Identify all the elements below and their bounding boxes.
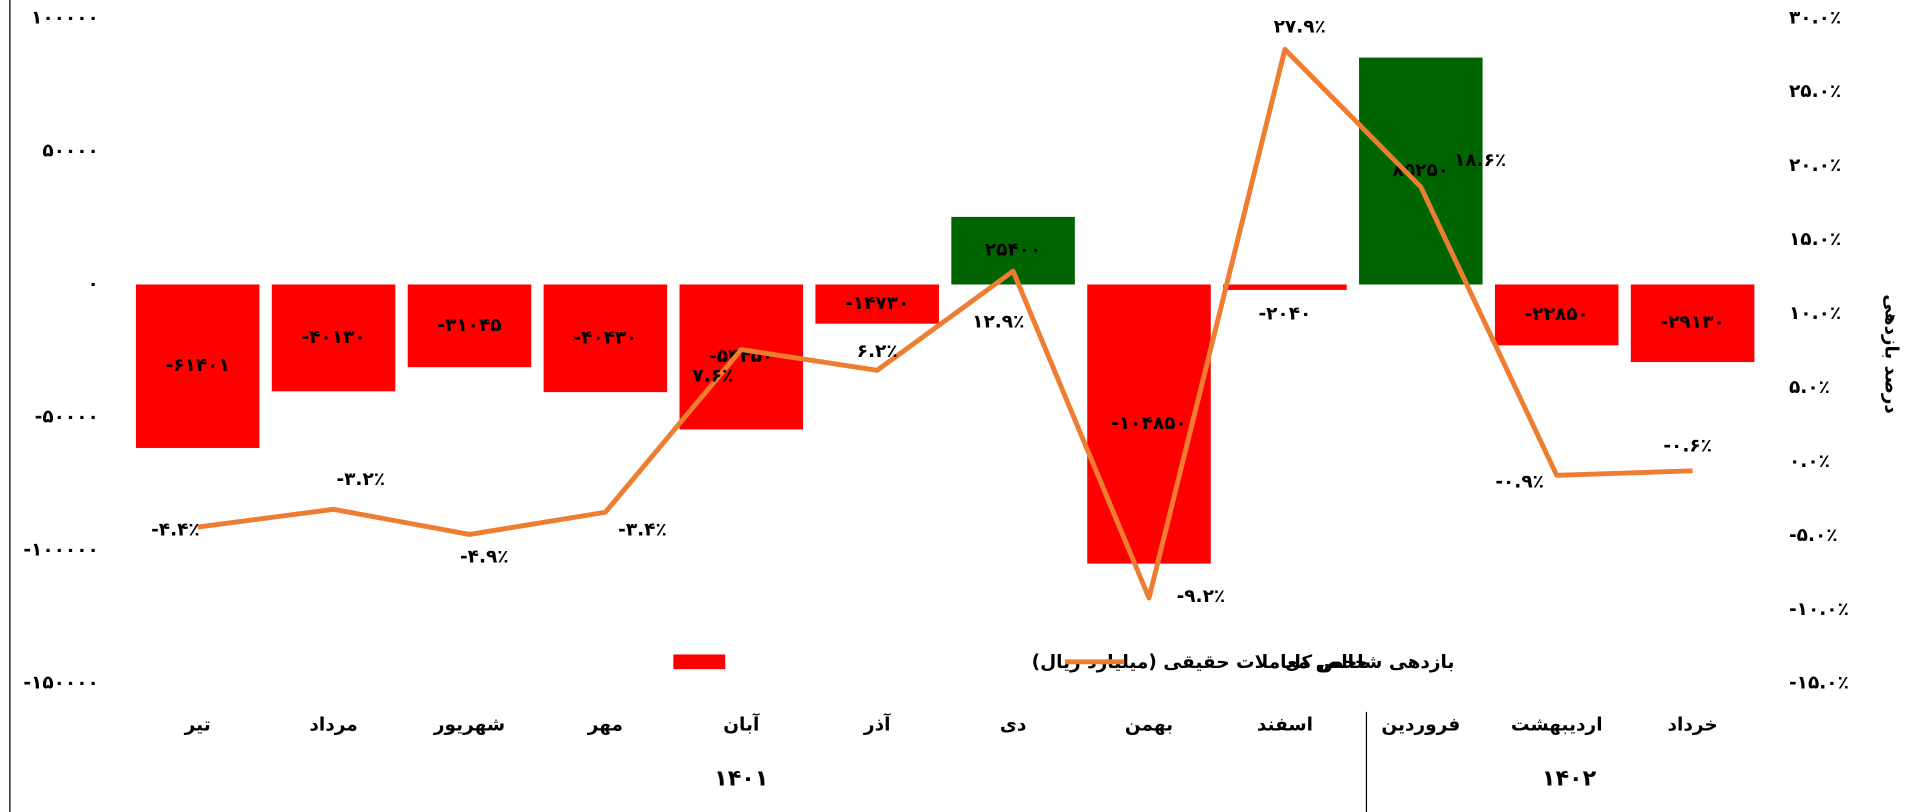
bar-value-label: -۱۰۴۸۵۰ (1111, 413, 1186, 434)
x-tick-label: آبان (723, 712, 760, 735)
bar (815, 284, 939, 324)
bar (1630, 284, 1755, 363)
bar-value-label: -۶۱۴۰۱ (166, 355, 230, 376)
line-value-label: -۴.۴٪ (151, 520, 200, 541)
bar-value-label: -۱۴۷۳۰ (845, 293, 909, 314)
bar-value-label: -۲۲۸۵۰ (1525, 304, 1589, 325)
y2-tick-label: -۵.۰٪ (1789, 525, 1838, 546)
y2-tick-label: ۳۰.۰٪ (1789, 7, 1841, 28)
bar-value-label: -۳۱۰۴۵ (437, 315, 501, 336)
bar-value-label: -۴۰۱۳۰ (301, 327, 365, 348)
y2-tick-label: ۲۰.۰٪ (1789, 155, 1841, 176)
x-tick-label: مرداد (309, 714, 357, 735)
x-tick-label: اسفند (1257, 714, 1313, 735)
y2-tick-label: ۵.۰٪ (1789, 377, 1830, 398)
line-value-label: ۲۷.۹٪ (1274, 16, 1326, 37)
y2-tick-label: ۲۵.۰٪ (1789, 81, 1841, 102)
y-tick-label: -۱۵۰۰۰۰ (23, 673, 98, 694)
x-tick-label: فروردین (1381, 714, 1460, 735)
y-tick-label: -۵۰۰۰۰ (35, 407, 99, 428)
line-value-label: ۱۲.۹٪ (972, 312, 1024, 333)
line (197, 46, 1693, 601)
bar (543, 284, 668, 393)
line-value-label: -۰.۶٪ (1663, 435, 1712, 456)
x-tick-label: خرداد (1668, 714, 1718, 735)
legend-label: خالص معاملات حقیقی (میلیارد ریال) (1032, 652, 1368, 673)
line-value-label: -۳.۴٪ (618, 520, 667, 541)
legend-swatch (673, 654, 726, 670)
y-tick-label: -۱۰۰۰۰۰ (23, 540, 98, 561)
x-tick-label: مهر (587, 714, 623, 735)
y2-axis-label: درصد بازدهی (1880, 294, 1901, 413)
y2-tick-label: ۰.۰٪ (1789, 451, 1830, 472)
line-value-label: -۳.۲٪ (336, 469, 385, 490)
x-tick-label: شهریور (433, 714, 505, 735)
bar-value-label: -۲۹۱۳۰ (1661, 312, 1725, 333)
bar-value-label: ۲۵۴۰۰ (985, 240, 1042, 261)
line-value-label: ۷.۶٪ (692, 366, 733, 387)
group-label: ۱۴۰۱ (714, 766, 768, 792)
line-value-label: ۶.۲٪ (857, 341, 898, 362)
y2-tick-label: -۱۰.۰٪ (1789, 599, 1849, 620)
x-tick-label: آذر (863, 712, 891, 735)
bar (1223, 284, 1347, 290)
legend-label: بازدهی شاخص کل (1285, 652, 1455, 673)
x-tick-label: تیر (184, 714, 211, 735)
y-tick-label: ۵۰۰۰۰ (42, 140, 99, 161)
line-value-label: -۴.۹٪ (460, 547, 509, 568)
bar (271, 284, 396, 392)
bar (135, 284, 260, 448)
bar-value-label: ۸۵۲۵۰ (1393, 160, 1450, 181)
group-label: ۱۴۰۲ (1542, 766, 1597, 792)
x-tick-label: بهمن (1125, 714, 1173, 735)
line-value-label: -۰.۹٪ (1495, 472, 1544, 493)
bar (407, 284, 532, 368)
y2-tick-label: ۱۰.۰٪ (1789, 303, 1841, 324)
y2-tick-label: ۱۵.۰٪ (1789, 229, 1841, 250)
y-tick-label: ۰ (88, 274, 99, 295)
bar-value-label: -۲۰۴۰ (1258, 303, 1311, 324)
bar (1359, 57, 1483, 285)
y2-tick-label: -۱۵.۰٪ (1789, 673, 1849, 694)
bar-value-label: -۴۰۴۳۰ (573, 327, 637, 348)
line-value-label: ۱۸.۶٪ (1454, 150, 1506, 171)
line-value-label: -۹.۲٪ (1177, 586, 1226, 607)
y-tick-label: ۱۰۰۰۰۰ (31, 7, 99, 28)
bar (1494, 284, 1619, 346)
x-tick-label: اردیبهشت (1511, 714, 1603, 735)
x-tick-label: دی (1000, 714, 1026, 735)
